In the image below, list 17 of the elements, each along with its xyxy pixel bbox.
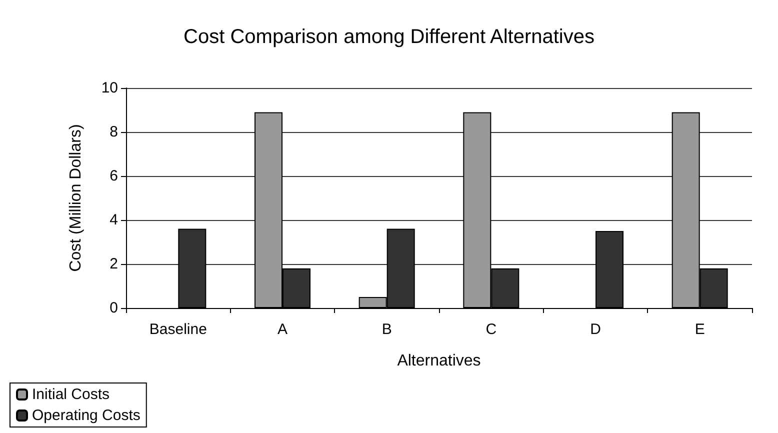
x-axis-title: Alternatives (397, 352, 481, 370)
legend-label: Initial Costs (32, 386, 110, 403)
y-tick-label: 8 (110, 124, 118, 140)
x-tick-label: C (486, 321, 497, 338)
y-tick-label: 6 (110, 168, 118, 184)
y-tick-label: 4 (110, 212, 118, 228)
legend-label: Operating Costs (32, 407, 140, 424)
y-tick-label: 0 (110, 300, 118, 316)
x-tick-label: B (382, 321, 392, 338)
x-tick-label: E (694, 321, 705, 338)
x-tick-label: Baseline (149, 321, 207, 338)
y-tick-label: 10 (101, 80, 118, 96)
chart-title: Cost Comparison among Different Alternatives (184, 26, 594, 48)
y-axis-title: Cost (Million Dollars) (68, 124, 84, 272)
y-tick-label: 2 (110, 256, 118, 272)
x-tick-label: D (590, 321, 602, 338)
x-tick-label: A (277, 321, 288, 338)
